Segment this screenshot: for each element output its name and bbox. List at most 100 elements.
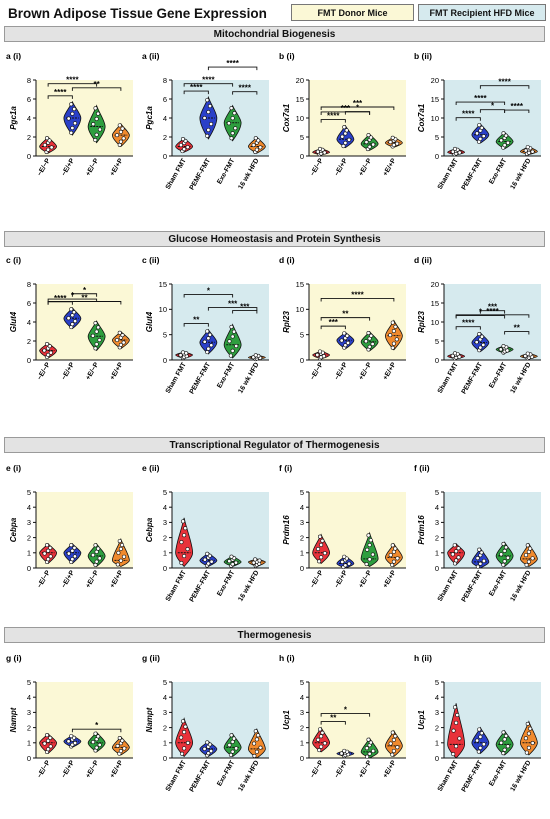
y-tick-label: 0 (27, 356, 31, 365)
y-tick-label: 0 (163, 564, 167, 573)
data-point (42, 741, 47, 746)
y-tick-label: 8 (27, 76, 31, 85)
significance-bracket (504, 331, 530, 335)
data-point (316, 737, 321, 742)
x-tick-label: +E/−P (85, 157, 101, 177)
data-point (347, 561, 352, 566)
data-point (528, 726, 533, 731)
data-point (253, 136, 258, 141)
data-point (180, 519, 185, 524)
data-point (252, 741, 257, 746)
significance-label: ** (330, 714, 337, 723)
data-point (70, 548, 75, 553)
y-tick-label: 5 (27, 488, 31, 497)
panel-label: h (ii) (414, 653, 432, 663)
data-point (501, 131, 506, 136)
data-point (182, 554, 187, 559)
significance-label: ** (342, 310, 349, 319)
y-tick-label: 2 (435, 533, 439, 542)
data-point (66, 739, 71, 744)
violin (223, 732, 242, 757)
violin (111, 537, 130, 567)
x-tick-label: +E/+P (109, 759, 125, 779)
significance-label: * (491, 102, 495, 111)
data-point (451, 728, 456, 733)
y-tick-label: 8 (27, 280, 31, 289)
y-tick-label: 4 (300, 693, 304, 702)
data-point (391, 143, 396, 148)
data-point (42, 143, 47, 148)
significance-bracket (455, 101, 506, 106)
y-tick-label: 2 (27, 337, 31, 346)
data-point (46, 147, 51, 152)
y-tick-label: 0 (27, 564, 31, 573)
data-point (208, 742, 213, 747)
data-point (70, 125, 75, 130)
data-point (498, 347, 503, 352)
data-point (391, 559, 396, 564)
y-tick-label: 1 (27, 549, 31, 558)
data-point (97, 337, 102, 342)
data-point (394, 337, 399, 342)
data-point (395, 141, 400, 146)
data-point (320, 538, 325, 543)
data-point (231, 736, 236, 741)
data-point (182, 533, 187, 538)
x-tick-label: Exe-FMT (216, 361, 237, 390)
significance-bracket (320, 325, 346, 330)
data-point (91, 122, 96, 127)
violin (175, 517, 194, 568)
data-point (42, 348, 47, 353)
data-point (477, 547, 482, 552)
data-point (252, 753, 257, 758)
data-point (502, 559, 507, 564)
y-tick-label: 0 (163, 152, 167, 161)
data-point (530, 741, 535, 746)
data-point (66, 116, 71, 121)
chart-e-ii: e (ii) 0 1 2 3 4 5 Cebpa Sham FMT PEMF-FMT Exe-FMT… (142, 463, 269, 603)
data-point (526, 150, 531, 155)
data-point (319, 555, 324, 560)
data-point (523, 736, 528, 741)
data-point (118, 129, 123, 134)
data-point (525, 543, 530, 548)
x-tick-label: −E/−P (309, 759, 325, 779)
data-point (73, 319, 78, 324)
section-thermogenesis: Thermogenesis (4, 627, 545, 643)
data-point (253, 353, 258, 358)
significance-bracket (71, 728, 122, 733)
significance-bracket (183, 294, 234, 298)
significance-label: * (207, 287, 211, 296)
y-tick-label: 0 (300, 356, 304, 365)
y-axis-label: Glut4 (9, 311, 18, 332)
data-point (388, 553, 393, 558)
data-point (477, 331, 482, 336)
data-point (456, 555, 461, 560)
significance-label: *** (341, 104, 351, 113)
y-axis-label: Glut4 (145, 311, 154, 332)
data-point (371, 142, 376, 147)
data-point (230, 334, 235, 339)
data-point (365, 754, 370, 759)
data-point (478, 561, 483, 566)
y-tick-label: 4 (27, 318, 31, 327)
y-tick-label: 5 (163, 488, 167, 497)
data-point (371, 748, 376, 753)
data-point (180, 136, 185, 141)
significance-bracket (455, 117, 481, 121)
y-tick-label: 4 (435, 503, 439, 512)
significance-bracket (455, 314, 530, 318)
x-tick-label: +E/+P (382, 569, 398, 589)
data-point (254, 737, 259, 742)
significance-label: * (479, 308, 483, 317)
significance-label: **** (351, 290, 364, 299)
data-point (251, 560, 256, 565)
legend-donor: FMT Donor Mice (291, 4, 414, 21)
data-point (206, 751, 211, 756)
figure-title: Brown Adipose Tissue Gene Expression (8, 6, 267, 21)
data-point (72, 735, 77, 740)
data-point (525, 145, 530, 150)
x-tick-label: +E/+P (382, 361, 398, 381)
data-point (206, 561, 211, 566)
data-point (322, 551, 327, 556)
